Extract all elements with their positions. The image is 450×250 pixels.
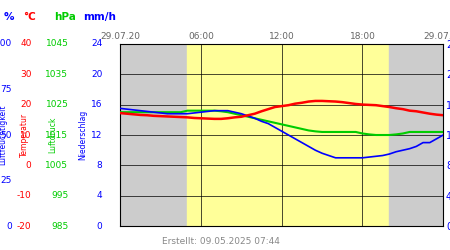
Text: 16: 16 <box>91 100 103 109</box>
Text: 100: 100 <box>0 39 12 48</box>
Text: 0: 0 <box>26 161 32 170</box>
Text: 0: 0 <box>6 222 12 231</box>
Text: 1045: 1045 <box>45 39 68 48</box>
Text: 20: 20 <box>20 100 32 109</box>
Text: 30: 30 <box>20 70 32 79</box>
Text: 8: 8 <box>97 161 103 170</box>
Text: 1025: 1025 <box>45 100 68 109</box>
Text: Niederschlag: Niederschlag <box>79 110 88 160</box>
Text: 50: 50 <box>0 130 12 140</box>
Text: 1015: 1015 <box>45 130 68 140</box>
Text: 40: 40 <box>20 39 32 48</box>
Text: %: % <box>4 12 14 22</box>
Text: 25: 25 <box>1 176 12 185</box>
Text: mm/h: mm/h <box>83 12 117 22</box>
Bar <box>120 44 188 226</box>
Text: hPa: hPa <box>54 12 76 22</box>
Bar <box>188 44 389 226</box>
Text: -10: -10 <box>17 191 32 200</box>
Text: 1005: 1005 <box>45 161 68 170</box>
Text: 20: 20 <box>91 70 103 79</box>
Text: 75: 75 <box>0 85 12 94</box>
Text: 985: 985 <box>51 222 68 231</box>
Text: 4: 4 <box>97 191 103 200</box>
Text: Erstellt: 09.05.2025 07:44: Erstellt: 09.05.2025 07:44 <box>162 237 280 246</box>
Text: Temperatur: Temperatur <box>20 113 29 157</box>
Bar <box>389 44 443 226</box>
Text: 995: 995 <box>51 191 68 200</box>
Text: Luftfeuchtigkeit: Luftfeuchtigkeit <box>0 105 8 165</box>
Text: 24: 24 <box>91 39 103 48</box>
Text: 12: 12 <box>91 130 103 140</box>
Text: °C: °C <box>23 12 36 22</box>
Text: 0: 0 <box>97 222 103 231</box>
Text: -20: -20 <box>17 222 32 231</box>
Text: 1035: 1035 <box>45 70 68 79</box>
Text: 10: 10 <box>20 130 32 140</box>
Text: Luftdruck: Luftdruck <box>49 117 58 153</box>
